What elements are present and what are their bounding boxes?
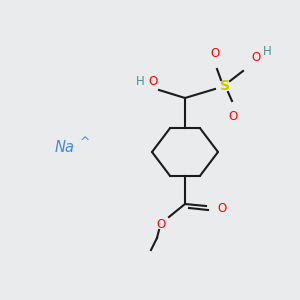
Text: Na: Na (55, 140, 75, 155)
Text: S: S (220, 79, 230, 93)
Text: O: O (228, 110, 238, 123)
Text: O: O (251, 51, 260, 64)
Text: ^: ^ (80, 136, 91, 148)
Text: H: H (136, 75, 145, 88)
Text: O: O (217, 202, 226, 215)
Text: H: H (263, 45, 272, 58)
Text: O: O (156, 218, 166, 230)
Text: O: O (149, 75, 158, 88)
Text: O: O (210, 47, 220, 60)
